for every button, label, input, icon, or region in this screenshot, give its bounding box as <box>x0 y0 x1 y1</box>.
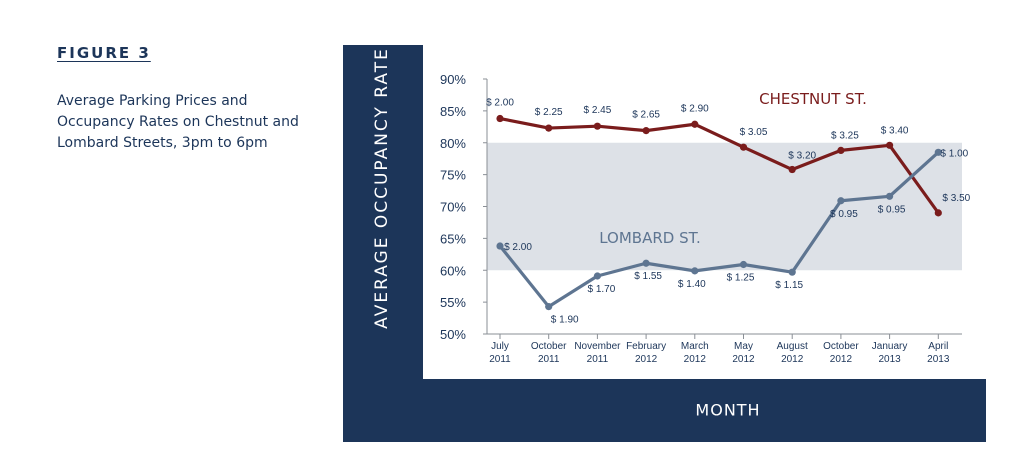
data-point <box>642 127 650 135</box>
x-tick-label: April <box>928 341 948 352</box>
data-point <box>886 141 894 149</box>
data-point <box>837 197 845 205</box>
x-tick-label: May <box>734 341 753 352</box>
x-tick-label: February <box>626 341 666 352</box>
target-band <box>487 142 962 271</box>
y-tick-label: 70% <box>440 200 466 215</box>
x-tick-label: July <box>491 341 509 352</box>
x-tick-label: 2013 <box>878 354 901 365</box>
x-axis-label: MONTH <box>695 400 761 420</box>
data-point <box>739 260 748 269</box>
price-label: $ 0.95 <box>830 209 858 220</box>
price-label: $ 0.95 <box>878 204 906 215</box>
y-tick-label: 65% <box>440 231 466 246</box>
series-label: CHESTNUT ST. <box>759 90 867 108</box>
price-label: $ 1.25 <box>727 273 755 284</box>
x-tick-label: January <box>872 341 908 352</box>
price-label: $ 2.25 <box>535 107 563 118</box>
caption-line: Occupancy Rates on Chestnut and <box>57 114 299 130</box>
data-point <box>691 267 699 275</box>
y-tick-label: 55% <box>440 295 466 310</box>
data-point <box>545 302 553 311</box>
price-label: $ 2.65 <box>632 110 660 121</box>
x-tick-label: 2012 <box>732 354 755 365</box>
price-label: $ 3.50 <box>942 193 970 204</box>
data-point <box>934 209 942 217</box>
x-tick-label: 2012 <box>830 354 853 365</box>
y-tick-label: 85% <box>440 104 466 119</box>
data-point <box>593 272 602 280</box>
series-label: LOMBARD ST. <box>599 229 701 247</box>
data-point <box>739 143 748 151</box>
data-point <box>934 148 942 156</box>
price-label: $ 1.90 <box>551 315 579 326</box>
series-line <box>498 151 940 309</box>
caption-line: Lombard Streets, 3pm to 6pm <box>57 135 268 151</box>
price-label: $ 3.05 <box>740 127 768 138</box>
x-tick-label: 2012 <box>684 354 707 365</box>
price-label: $ 1.15 <box>775 280 803 291</box>
price-label: $ 1.70 <box>587 284 615 295</box>
x-tick-label: 2011 <box>538 354 560 365</box>
price-label: $ 2.45 <box>583 105 611 116</box>
y-tick-label: 50% <box>440 327 466 342</box>
price-label: $ 1.55 <box>634 271 662 282</box>
price-label: $ 1.40 <box>678 279 706 290</box>
x-tick-label: 2012 <box>635 354 658 365</box>
x-tick-label: October <box>823 341 859 352</box>
data-point <box>886 192 894 200</box>
data-point <box>837 146 845 154</box>
data-point <box>788 165 796 174</box>
data-point <box>496 242 504 250</box>
data-point <box>545 124 553 132</box>
data-point <box>496 114 504 123</box>
price-label: $ 3.25 <box>831 130 859 141</box>
x-tick-label: March <box>681 341 709 352</box>
x-tick-label: November <box>574 341 621 352</box>
data-point <box>788 268 796 276</box>
data-point <box>642 259 650 267</box>
price-label: $ 2.00 <box>504 242 532 253</box>
data-point <box>593 122 602 130</box>
price-label: $ 3.20 <box>788 151 816 162</box>
y-tick-label: 60% <box>440 263 466 278</box>
x-tick-label: October <box>531 341 567 352</box>
y-tick-label: 90% <box>440 72 466 87</box>
caption-line: Average Parking Prices and <box>57 93 248 109</box>
price-label: $ 3.40 <box>881 125 909 136</box>
price-label: $ 2.90 <box>681 103 709 114</box>
figure-caption: Average Parking Prices and Occupancy Rat… <box>57 91 307 154</box>
series-line <box>499 116 940 214</box>
price-label: $ 2.00 <box>486 98 514 109</box>
x-tick-label: 2012 <box>781 354 804 365</box>
x-tick-label: 2013 <box>927 354 950 365</box>
x-tick-label: 2011 <box>587 354 609 365</box>
figure-label: FIGURE 3 <box>57 44 151 62</box>
x-tick-label: 2011 <box>489 354 511 365</box>
y-tick-label: 75% <box>440 168 466 183</box>
y-tick-label: 80% <box>440 136 466 151</box>
x-tick-label: August <box>777 341 808 352</box>
price-label: $ 1.00 <box>940 148 968 159</box>
data-point <box>691 120 699 128</box>
